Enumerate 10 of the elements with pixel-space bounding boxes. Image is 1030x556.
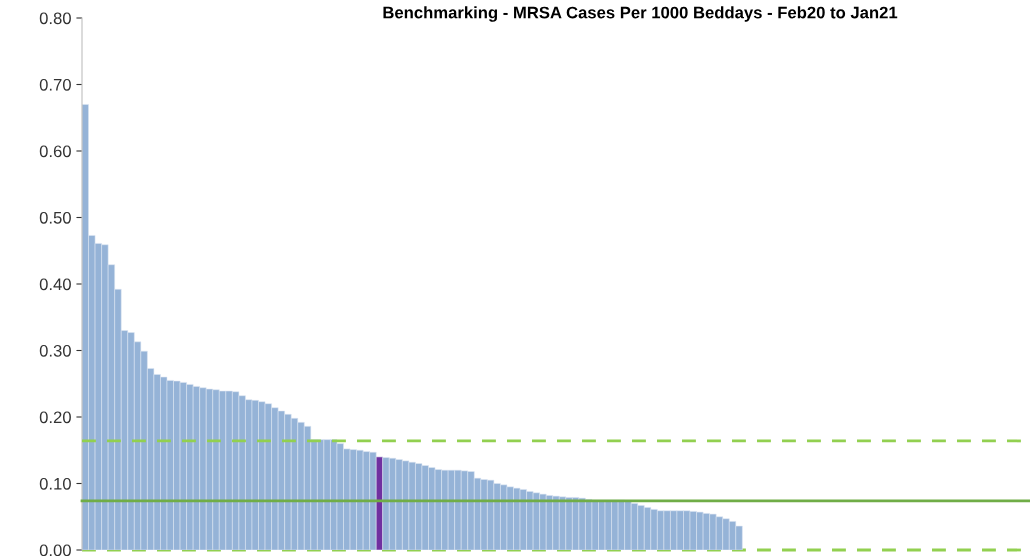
y-tick-label: 0.20 [39,411,71,424]
chart-title: Benchmarking - MRSA Cases Per 1000 Beddays - Feb20 to Jan21 [383,6,898,22]
y-tick-label: 0.80 [39,12,71,25]
y-tick-label: 0.70 [39,78,71,91]
y-tick-label: 0.30 [39,344,71,357]
y-tick-label: 0.50 [39,211,71,224]
y-tick-label: 0.60 [39,145,71,158]
y-tick-label: 0.00 [39,544,71,556]
y-tick-label: 0.40 [39,278,71,291]
y-tick-label: 0.10 [39,477,71,490]
